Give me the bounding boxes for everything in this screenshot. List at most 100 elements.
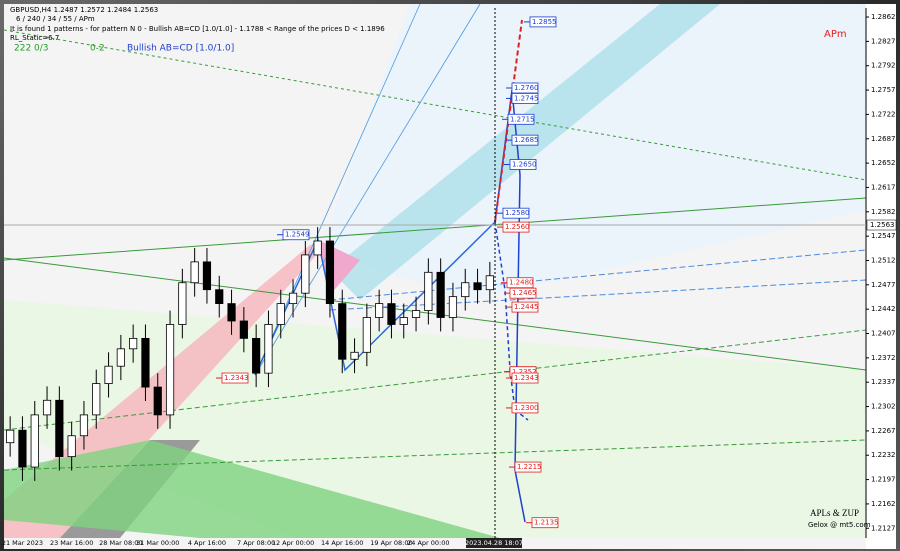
cyan-band [330,4,720,300]
candle-body [227,303,236,322]
y-tick-label: 1.2582 [871,208,896,216]
candle-body [190,261,199,284]
candle-body [215,289,224,305]
level-label: 1.2343 [224,374,249,382]
candle-body [153,386,162,416]
header-line: 6 / 240 / 34 / 55 / APm [16,15,95,23]
y-tick-label: 1.2197 [871,476,896,484]
y-tick-label: 1.2127 [871,524,896,532]
candle-body [18,429,27,468]
y-tick-label: 1.2337 [871,378,896,386]
candle-body [301,254,310,294]
y-tick-label: 1.2547 [871,232,896,240]
level-label: 1.2745 [514,94,539,102]
level-label: 1.2580 [505,209,530,217]
candle-body [42,399,52,416]
current-price-box [866,219,897,231]
candle-body [473,282,482,291]
candle-body [288,292,298,305]
candle-body [350,351,359,360]
level-label: 1.2465 [512,289,537,297]
candle-body [399,317,408,325]
level-label: 1.2650 [512,160,537,168]
level-label: 1.2560 [505,223,530,231]
pattern-line [494,19,523,223]
chart-title: GBPUSD,H4 1.2487 1.2572 1.2484 1.2563 [10,6,158,14]
candle-body [424,271,433,311]
candle-body [276,303,285,325]
candle-body [30,414,39,468]
candle-body [92,383,101,416]
level-box [511,134,539,146]
trend-line [3,257,867,371]
level-box [502,221,530,233]
y-tick-label: 1.2407 [871,330,896,338]
candle-body [55,399,64,458]
level-label: 1.2300 [514,404,539,412]
candle-body [325,240,335,305]
y-tick-label: 1.2372 [871,354,896,362]
level-box [511,372,539,384]
level-label: 1.2445 [514,303,539,311]
candle-body [6,429,15,444]
level-label: 1.2685 [514,136,539,144]
candle-body [436,271,445,318]
candle-body [239,320,248,339]
y-tick-label: 1.2162 [871,500,896,508]
green-triangle [4,440,500,538]
level-box [507,113,535,125]
candle-body [362,317,371,353]
level-box [529,16,557,28]
level-box [511,301,539,313]
level-label: 1.2715 [510,115,535,123]
level-box [511,82,539,94]
y-tick-label: 1.2652 [871,159,896,167]
y-tick-label: 1.2617 [871,183,896,191]
level-label: 1.2480 [509,279,534,287]
y-tick-label: 1.2722 [871,110,896,118]
y-tick-label: 1.2862 [871,13,896,21]
signature: APLs & ZUP [810,508,859,518]
level-label: 1.2760 [514,84,539,92]
level-label: 1.2549 [285,231,310,239]
pattern-line [254,221,496,376]
x-tick-label: 31 Mar 00:00 [136,539,179,547]
crosshair-label: 2023.04.28 18:07 [465,539,523,547]
header-line: It is found 1 patterns - for pattern N 0… [10,25,385,33]
level-box [221,372,249,384]
x-tick-label: 24 Apr 00:00 [407,539,449,547]
y-tick-label: 1.2232 [871,451,896,459]
candle-body [252,337,261,374]
level-label: 1.2352 [512,368,537,376]
candle-body [375,303,384,318]
candle-body [178,282,187,325]
blue-channel [320,4,866,300]
candle-body [485,275,494,291]
x-tick-label: 7 Apr 08:00 [237,539,275,547]
level-label: 1.2343 [514,374,539,382]
candle-body [116,348,125,367]
y-tick-label: 1.2687 [871,135,896,143]
y-tick-label: 1.2757 [871,86,896,94]
candle-body [264,324,273,374]
y-tick-label: 1.2827 [871,37,896,45]
trend-line [3,329,867,431]
header-line: RL_Static=6.7 [10,34,59,42]
level-box [531,517,559,529]
x-tick-label: 21 Mar 2023 [2,539,43,547]
candle-body [448,296,458,318]
price-axis-background [866,4,896,549]
y-tick-label: 1.2442 [871,305,896,313]
current-price-label: 1.2563 [870,221,895,229]
level-box [511,402,539,414]
candle-body [202,261,212,291]
corner-label: APm [824,29,847,40]
level-box [514,461,542,473]
candle-body [411,310,421,318]
y-tick-label: 1.2512 [871,256,896,264]
candle-body [338,303,347,360]
level-box [282,229,310,241]
level-label: 1.2855 [532,18,557,26]
candle-body [461,282,470,298]
